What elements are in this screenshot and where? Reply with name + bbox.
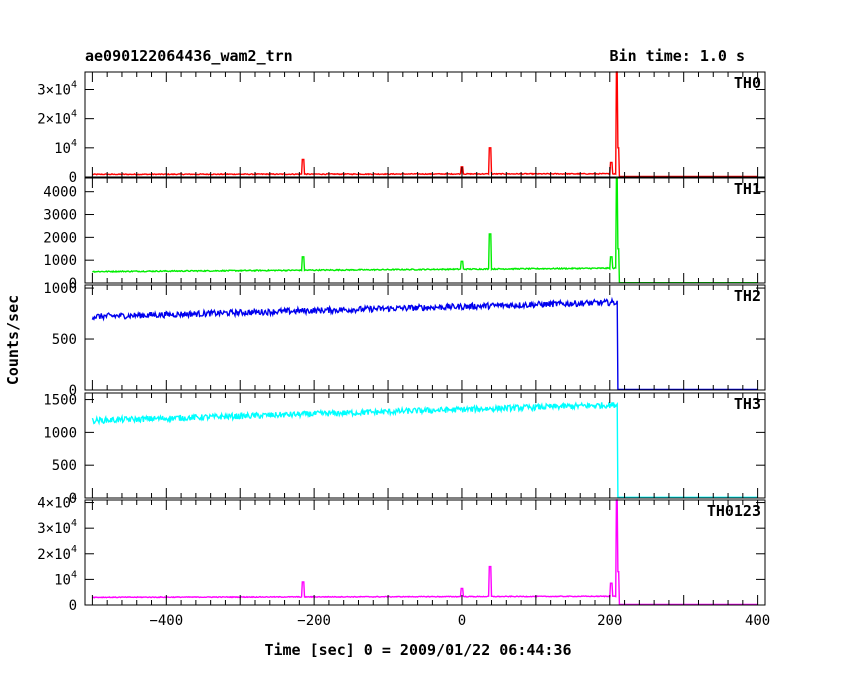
series-line-th0 xyxy=(92,71,758,178)
y-tick-label: 104 xyxy=(54,569,77,588)
chart-title: ae090122064436_wam2_trn xyxy=(85,47,293,65)
panel-frame-th0123 xyxy=(84,499,766,606)
y-tick-label: 2000 xyxy=(43,230,77,246)
panel-label-th0: TH0 xyxy=(734,74,761,92)
x-tick-label: 0 xyxy=(458,613,466,629)
bin-time-label: Bin time: 1.0 s xyxy=(610,47,745,65)
y-tick-label: 0 xyxy=(69,383,77,399)
x-axis-label: Time [sec] 0 = 2009/01/22 06:44:36 xyxy=(264,641,571,659)
x-tick-label: −400 xyxy=(149,613,183,629)
series-line-th2 xyxy=(91,296,758,391)
y-tick-label: 500 xyxy=(52,332,77,348)
y-tick-label: 1000 xyxy=(43,425,77,441)
panel-frame-th0 xyxy=(84,71,766,178)
y-tick-label: 1000 xyxy=(43,253,77,269)
series-line-th0123 xyxy=(92,499,758,606)
x-tick-label: 400 xyxy=(745,613,770,629)
y-tick-label: 0 xyxy=(69,170,77,186)
y-tick-label: 500 xyxy=(52,458,77,474)
x-tick-label: −200 xyxy=(297,613,331,629)
panel-frame-th1 xyxy=(84,177,766,284)
x-tick-label: 200 xyxy=(597,613,622,629)
panel-frame-th2 xyxy=(84,284,766,391)
y-tick-label: 4×104 xyxy=(37,493,77,512)
y-tick-label: 2×104 xyxy=(37,109,77,128)
panel-label-th2: TH2 xyxy=(734,287,761,305)
series-line-th1 xyxy=(92,177,758,284)
panel-label-th1: TH1 xyxy=(734,180,761,198)
y-tick-label: 3×104 xyxy=(37,80,77,99)
y-tick-label: 4000 xyxy=(43,185,77,201)
y-axis-label: Counts/sec xyxy=(4,295,22,385)
panel-frame-th3 xyxy=(84,392,766,499)
y-tick-label: 0 xyxy=(69,276,77,292)
y-tick-label: 1000 xyxy=(43,281,77,297)
y-tick-label: 3000 xyxy=(43,208,77,224)
y-tick-label: 0 xyxy=(69,491,77,507)
y-tick-label: 2×104 xyxy=(37,544,77,563)
y-tick-label: 0 xyxy=(69,598,77,614)
y-tick-label: 3×104 xyxy=(37,518,77,537)
panel-label-th0123: TH0123 xyxy=(707,502,761,520)
series-line-th3 xyxy=(91,401,758,498)
y-tick-label: 104 xyxy=(54,138,77,157)
panel-label-th3: TH3 xyxy=(734,395,761,413)
y-tick-label: 1500 xyxy=(43,393,77,409)
